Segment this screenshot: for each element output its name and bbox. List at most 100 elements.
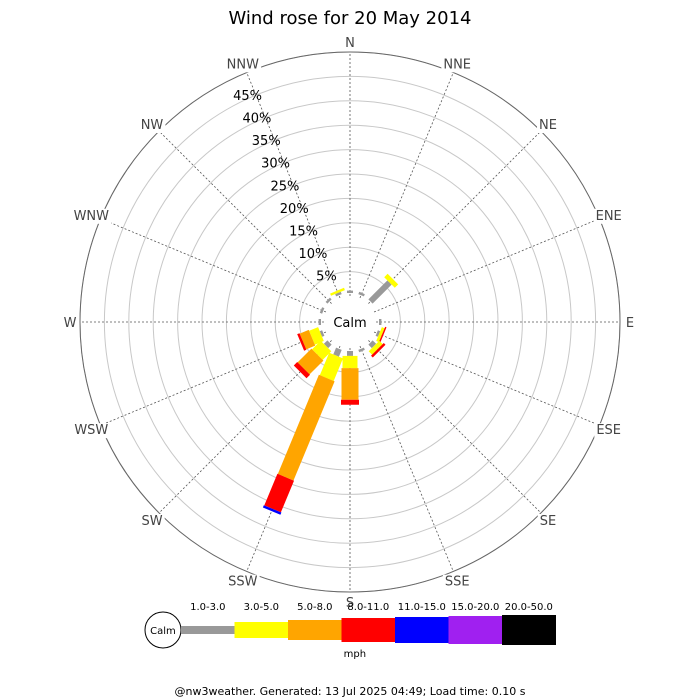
spoke-se — [368, 340, 542, 514]
petal-ese-bin-3 — [378, 326, 387, 344]
spoke-ne — [368, 130, 542, 304]
ring-label: 45% — [233, 89, 262, 104]
direction-label-bg — [226, 574, 260, 590]
direction-label-bg — [343, 596, 357, 611]
petal-ssw-bin-2 — [277, 374, 335, 481]
legend-swatch-2 — [288, 620, 342, 640]
direction-label-bg — [71, 208, 112, 224]
ring-label: 40% — [242, 112, 271, 127]
direction-label-e: E — [626, 316, 634, 331]
petal-s-bin-2 — [341, 368, 359, 400]
spoke-ese — [373, 331, 600, 426]
petal-nnw-bin-1 — [330, 287, 345, 296]
direction-label-nw: NW — [141, 118, 164, 133]
spoke-wsw — [100, 331, 327, 426]
petal-wsw-bin-0 — [319, 330, 325, 337]
petal-nnw-bin-0 — [335, 291, 342, 297]
petal-sw-bin-1 — [312, 340, 332, 360]
grid-ring — [177, 149, 523, 495]
petal-s-bin-0 — [347, 351, 353, 356]
direction-label-ne: NE — [539, 118, 557, 133]
petal-sw-bin-2 — [297, 348, 324, 375]
petal-ese-bin-0 — [375, 330, 381, 337]
petal-se-bin-1 — [368, 340, 383, 355]
ring-label: 5% — [316, 269, 337, 284]
outer-ring — [79, 51, 621, 593]
direction-label-wsw: WSW — [74, 423, 108, 438]
petal-wsw-bin-3 — [297, 333, 307, 351]
petal-w-bin-0 — [318, 319, 321, 325]
ring-label: 20% — [280, 202, 309, 217]
direction-label-nnw: NNW — [227, 57, 259, 72]
petal-nne-bin-0 — [358, 291, 365, 297]
spoke-wnw — [100, 218, 327, 313]
legend-bin-label: 8.0-11.0 — [347, 602, 389, 613]
grid-ring — [152, 124, 548, 520]
legend-swatch-4 — [395, 617, 449, 643]
grid-ring — [103, 75, 597, 569]
spoke-sse — [359, 345, 454, 572]
spoke-ene — [373, 218, 600, 313]
petal-ssw-bin-1 — [319, 352, 343, 381]
legend-calm-label: Calm — [150, 626, 176, 637]
legend-swatch-5 — [448, 616, 503, 644]
direction-label-bg — [594, 423, 624, 439]
petal-wsw-bin-2 — [299, 329, 316, 350]
legend-unit-label: mph — [344, 649, 366, 660]
direction-label-nne: NNE — [443, 57, 471, 72]
spoke-nw — [158, 130, 332, 304]
calm-circle — [324, 296, 376, 348]
direction-label-ene: ENE — [596, 209, 622, 224]
direction-label-n: N — [345, 36, 355, 51]
direction-label-se: SE — [540, 514, 556, 529]
direction-label-wnw: WNW — [74, 209, 110, 224]
legend-swatch-3 — [341, 618, 396, 642]
direction-label-bg — [139, 514, 165, 529]
legend-swatch-1 — [234, 622, 289, 638]
petal-ne-bin-1 — [384, 273, 399, 288]
legend-swatch-6 — [502, 615, 556, 645]
petal-ssw-bin-3 — [264, 473, 294, 513]
direction-label-bg — [593, 208, 624, 224]
chart-title: Wind rose for 20 May 2014 — [229, 8, 472, 29]
petal-ssw-bin-4 — [262, 505, 282, 515]
direction-label-w: W — [64, 316, 77, 331]
direction-label-bg — [441, 57, 474, 73]
grid-ring — [128, 100, 572, 544]
legend-bin-label: 3.0-5.0 — [244, 602, 279, 613]
petal-ese-bin-1 — [376, 327, 385, 343]
petal-wnw-bin-0 — [319, 307, 325, 314]
legend-bin-label: 11.0-15.0 — [398, 602, 446, 613]
legend-bin-label: 20.0-50.0 — [505, 602, 553, 613]
petal-wsw-bin-1 — [309, 327, 324, 345]
petal-sse-bin-0 — [358, 347, 365, 353]
petal-ne-bin-0 — [368, 280, 392, 304]
legend-bin-label: 1.0-3.0 — [190, 602, 225, 613]
petal-se-bin-0 — [368, 340, 377, 349]
calm-label: Calm — [333, 316, 366, 331]
direction-label-s: S — [346, 596, 354, 611]
direction-label-sw: SW — [141, 514, 162, 529]
petal-sw-bin-0 — [323, 340, 332, 349]
petal-sw-bin-3 — [293, 362, 310, 379]
ring-label: 35% — [252, 134, 281, 149]
direction-label-sse: SSE — [445, 575, 470, 590]
direction-label-bg — [537, 118, 559, 133]
direction-label-bg — [61, 316, 79, 331]
direction-label-bg — [138, 118, 166, 133]
petal-s-bin-3 — [341, 399, 359, 405]
spoke-nnw — [246, 72, 341, 299]
ring-label: 10% — [298, 247, 327, 262]
petal-ssw-bin-0 — [333, 347, 342, 357]
direction-label-bg — [442, 574, 472, 590]
direction-label-bg — [537, 514, 559, 529]
ring-label: 30% — [261, 157, 290, 172]
direction-label-bg — [72, 423, 111, 439]
direction-label-bg — [623, 316, 637, 331]
petal-se-bin-3 — [371, 343, 386, 358]
petal-s-bin-1 — [342, 355, 358, 369]
legend-bin-label: 15.0-20.0 — [451, 602, 499, 613]
legend-bin-label: 5.0-8.0 — [297, 602, 332, 613]
ring-label: 15% — [289, 224, 318, 239]
